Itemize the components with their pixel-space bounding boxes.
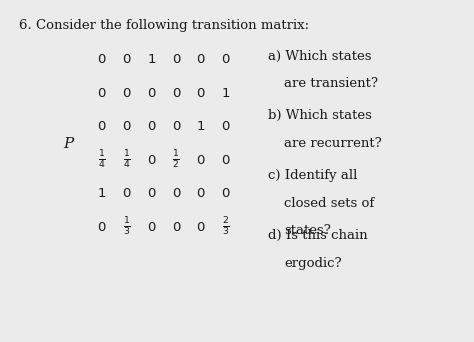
Text: $0$: $0$ [196, 87, 206, 100]
Text: c) Identify all: c) Identify all [268, 169, 357, 182]
Text: $0$: $0$ [221, 154, 230, 167]
Text: closed sets of: closed sets of [284, 197, 374, 210]
Text: $0$: $0$ [221, 53, 230, 66]
Text: $0$: $0$ [147, 87, 156, 100]
Text: b) Which states: b) Which states [268, 109, 372, 122]
Text: $0$: $0$ [196, 154, 206, 167]
Text: $\frac{1}{4}$: $\frac{1}{4}$ [98, 149, 106, 171]
Text: $1$: $1$ [221, 87, 230, 100]
Text: P: P [64, 137, 74, 150]
Text: $0$: $0$ [122, 53, 132, 66]
Text: $0$: $0$ [172, 87, 181, 100]
Text: $0$: $0$ [122, 187, 132, 200]
Text: $\frac{1}{4}$: $\frac{1}{4}$ [123, 149, 131, 171]
Text: $0$: $0$ [196, 187, 206, 200]
Text: $0$: $0$ [122, 120, 132, 133]
Text: $0$: $0$ [97, 120, 107, 133]
Text: d) Is this chain: d) Is this chain [268, 229, 367, 242]
Text: $\frac{1}{3}$: $\frac{1}{3}$ [123, 216, 131, 238]
Text: $0$: $0$ [221, 187, 230, 200]
Text: $\frac{1}{2}$: $\frac{1}{2}$ [173, 149, 180, 171]
Text: $0$: $0$ [147, 187, 156, 200]
Text: $0$: $0$ [172, 187, 181, 200]
Text: states?: states? [284, 224, 331, 237]
Text: $0$: $0$ [172, 221, 181, 234]
Text: $0$: $0$ [147, 120, 156, 133]
Text: 6. Consider the following transition matrix:: 6. Consider the following transition mat… [19, 19, 309, 32]
Text: $0$: $0$ [97, 53, 107, 66]
Text: are transient?: are transient? [284, 77, 378, 90]
Text: $1$: $1$ [97, 187, 107, 200]
Text: $\frac{2}{3}$: $\frac{2}{3}$ [222, 216, 229, 238]
Text: $0$: $0$ [97, 87, 107, 100]
Text: $0$: $0$ [172, 120, 181, 133]
Text: $1$: $1$ [147, 53, 156, 66]
Text: $0$: $0$ [172, 53, 181, 66]
Text: $0$: $0$ [122, 87, 132, 100]
Text: $0$: $0$ [97, 221, 107, 234]
Text: a) Which states: a) Which states [268, 50, 371, 63]
Text: $0$: $0$ [221, 120, 230, 133]
Text: $0$: $0$ [196, 53, 206, 66]
Text: are recurrent?: are recurrent? [284, 137, 382, 150]
Text: $0$: $0$ [196, 221, 206, 234]
Text: ergodic?: ergodic? [284, 256, 342, 269]
Text: $1$: $1$ [196, 120, 206, 133]
Text: $0$: $0$ [147, 221, 156, 234]
Text: $0$: $0$ [147, 154, 156, 167]
